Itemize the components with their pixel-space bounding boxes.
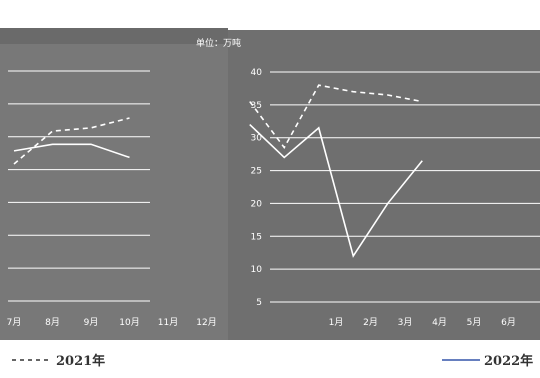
- chart-title: 表3 淮京机场2021年、2022年货邮吞吐量: [195, 7, 404, 21]
- y-tick-label-15: 15: [251, 232, 262, 242]
- right-plot-panel: [228, 30, 540, 340]
- legend-label-2022: 2022年: [484, 353, 533, 369]
- axis-tick-labels: 5 10 15 20 25 30 35 40 1月 2月 3月 4月 5月 6月 7月 8月 9月 10月 11月 1…: [7, 68, 516, 328]
- series-line-right-2022: [249, 123, 423, 258]
- x-tick-left-2: 9月: [84, 317, 99, 328]
- x-tick-right-4: 5月: [467, 317, 482, 328]
- y-tick-label-5: 5: [256, 298, 262, 308]
- series-line-left-2021: [13, 117, 130, 165]
- x-tick-left-4: 11月: [158, 317, 178, 328]
- series-line-right-2021: [249, 84, 423, 150]
- x-tick-left-3: 10月: [119, 317, 139, 328]
- y-tick-label-10: 10: [251, 265, 263, 275]
- left-plot-panel: [0, 28, 228, 340]
- left-title-band: [0, 28, 228, 44]
- series-lines: [13, 84, 423, 258]
- x-tick-left-5: 12月: [196, 317, 216, 328]
- unit-label: 单位：万吨: [196, 37, 241, 49]
- x-tick-right-2: 3月: [398, 317, 413, 328]
- x-tick-right-3: 4月: [432, 317, 447, 328]
- x-tick-left-1: 8月: [45, 317, 60, 328]
- x-tick-right-1: 2月: [363, 317, 378, 328]
- y-tick-label-30: 30: [251, 134, 263, 144]
- y-tick-label-35: 35: [251, 101, 262, 111]
- x-tick-left-0: 7月: [7, 317, 22, 328]
- y-tick-label-20: 20: [251, 199, 263, 209]
- x-tick-right-0: 1月: [329, 317, 344, 328]
- y-tick-label-25: 25: [251, 167, 262, 177]
- y-tick-label-40: 40: [251, 68, 263, 78]
- grid-lines: [8, 70, 540, 303]
- legend-label-2021: 2021年: [56, 353, 105, 369]
- series-line-left-2022: [13, 143, 130, 159]
- x-tick-right-5: 6月: [501, 317, 516, 328]
- legend: 2021年 2022年: [12, 353, 533, 369]
